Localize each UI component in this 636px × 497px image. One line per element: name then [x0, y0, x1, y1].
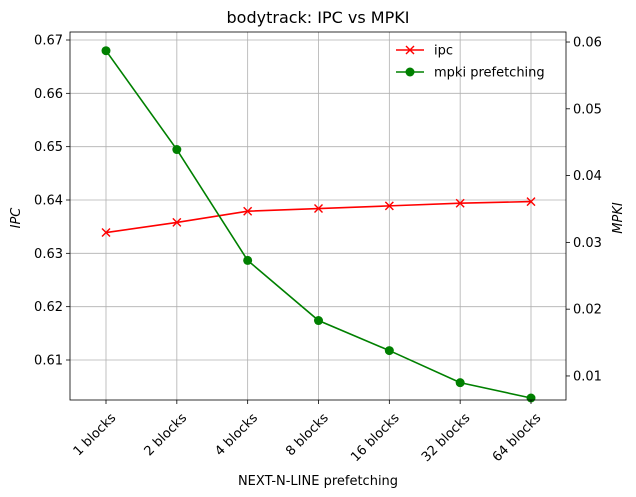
data-point-ipc: [455, 198, 465, 208]
data-point-ipc: [243, 206, 253, 216]
legend-marker: [405, 45, 415, 55]
y-left-tick-label: 0.63: [34, 247, 63, 262]
x-marker-stroke: [314, 204, 323, 214]
y-right-tick-label: 0.03: [573, 236, 602, 251]
legend: ipc mpki prefetching: [396, 44, 545, 81]
x-marker-stroke: [243, 206, 253, 216]
x-tick-label: 4 blocks: [212, 410, 261, 459]
data-point-ipc: [384, 201, 394, 211]
data-point-mpki-prefetching: [101, 46, 111, 56]
x-tick-label: 16 blocks: [348, 411, 403, 466]
series-lines: [101, 46, 536, 403]
x-marker-stroke: [101, 228, 111, 238]
x-axis-label: NEXT-N-LINE prefetching: [238, 474, 398, 489]
x-marker-stroke: [455, 198, 465, 208]
y-right-tick-label: 0.04: [573, 169, 602, 184]
data-point-mpki-prefetching: [243, 255, 253, 265]
x-tick-label: 1 blocks: [71, 410, 120, 459]
x-tick-label: 32 blocks: [419, 411, 474, 466]
y-right-tick-label: 0.01: [573, 369, 602, 384]
legend-label: mpki prefetching: [434, 66, 545, 81]
x-tick-label: 2 blocks: [142, 410, 191, 459]
x-marker-stroke: [384, 201, 394, 211]
y-left-tick-label: 0.66: [34, 87, 63, 102]
chart-title: bodytrack: IPC vs MPKI: [227, 8, 410, 27]
data-point-mpki-prefetching: [172, 145, 182, 155]
x-marker-stroke: [172, 217, 182, 227]
legend-marker: [405, 67, 415, 77]
data-point-ipc: [172, 217, 182, 227]
data-point-ipc: [526, 197, 536, 207]
x-tick-label: 64 blocks: [490, 411, 545, 466]
y-left-tick-label: 0.67: [34, 34, 63, 49]
y-left-tick-label: 0.61: [34, 354, 63, 369]
x-tick-label: 8 blocks: [283, 410, 332, 459]
y-right-tick-label: 0.06: [573, 36, 602, 51]
axes: 1 blocks 2 blocks 4 blocks 8 blocks 16 block…: [34, 31, 602, 466]
y-right-tick-label: 0.05: [573, 102, 602, 117]
data-point-ipc: [101, 228, 111, 238]
grid-lines: [70, 32, 566, 400]
data-point-ipc: [314, 204, 323, 214]
legend-label: ipc: [434, 44, 453, 59]
plot-frame: [69, 31, 567, 401]
y-left-tick-label: 0.64: [34, 194, 63, 209]
data-point-mpki-prefetching: [384, 346, 394, 356]
y-axis-left-label: IPC: [9, 207, 24, 229]
x-marker-stroke: [526, 197, 536, 207]
x-marker-stroke: [405, 45, 415, 55]
y-left-tick-label: 0.65: [34, 140, 63, 155]
y-left-tick-label: 0.62: [34, 300, 63, 315]
y-axis-right-label: MPKI: [611, 202, 626, 234]
data-point-mpki-prefetching: [455, 378, 465, 388]
data-point-mpki-prefetching: [314, 316, 323, 326]
y-right-tick-label: 0.02: [573, 303, 602, 318]
